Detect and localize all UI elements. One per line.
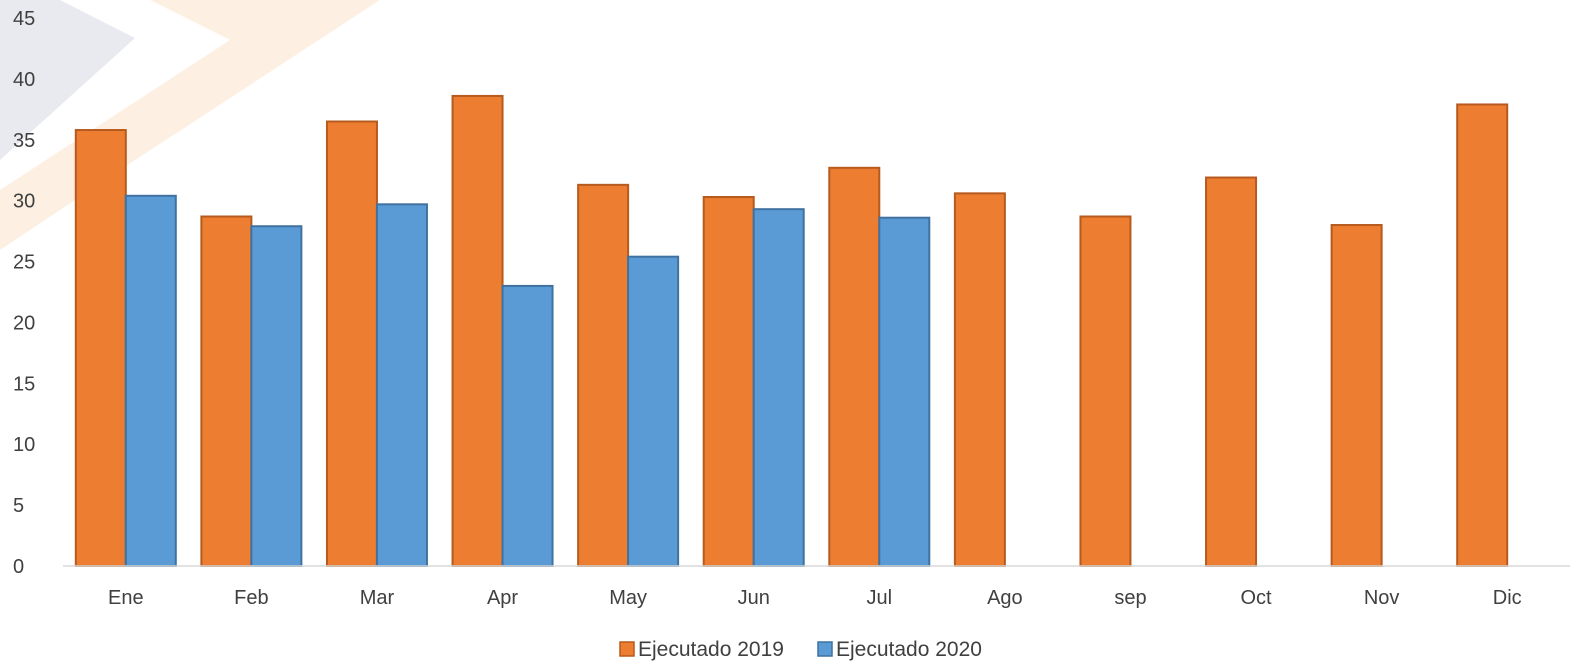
x-tick-label: Apr — [487, 587, 518, 609]
bar-ejecutado-2020-may — [627, 255, 680, 567]
x-tick-label: Jun — [738, 587, 770, 609]
y-tick-label: 40 — [13, 69, 35, 91]
bar-ejecutado-2019-apr — [451, 94, 504, 567]
x-tick-label: Nov — [1364, 587, 1400, 609]
bar-ejecutado-2019-jun — [702, 196, 755, 567]
y-tick-label: 35 — [13, 130, 35, 152]
bar-ejecutado-2019-mar — [325, 120, 378, 567]
legend-swatch — [619, 641, 635, 657]
bar-ejecutado-2019-ene — [74, 129, 127, 567]
bar-ejecutado-2020-apr — [501, 284, 554, 567]
y-axis: 0 5 10 15 20 25 30 35 40 45 — [13, 8, 35, 578]
x-tick-label: Mar — [360, 587, 395, 609]
legend-label: Ejecutado 2020 — [836, 638, 982, 661]
bars-group — [74, 94, 1509, 568]
y-tick-label: 30 — [13, 191, 35, 213]
y-tick-label: 20 — [13, 312, 35, 334]
legend-label: Ejecutado 2019 — [638, 638, 784, 661]
y-tick-label: 15 — [13, 373, 35, 395]
bar-ejecutado-2020-ene — [124, 194, 177, 567]
legend-swatch — [817, 641, 833, 657]
bar-ejecutado-2019-sep — [1079, 215, 1132, 567]
bar-ejecutado-2019-dic — [1456, 103, 1509, 567]
bar-ejecutado-2019-nov — [1330, 224, 1383, 567]
bar-ejecutado-2020-jun — [752, 208, 805, 568]
x-tick-label: Ene — [108, 587, 144, 609]
y-tick-label: 25 — [13, 252, 35, 274]
bar-ejecutado-2019-jul — [828, 166, 881, 568]
bar-ejecutado-2019-feb — [200, 215, 253, 567]
bar-ejecutado-2019-may — [577, 183, 630, 568]
x-tick-label: Ago — [987, 587, 1023, 609]
bar-ejecutado-2019-ago — [953, 192, 1006, 568]
y-tick-label: 10 — [13, 434, 35, 456]
background-watermark — [0, 0, 380, 250]
x-axis: Ene Feb Mar Apr May Jun Jul Ago sep Oct Nov Dic — [108, 587, 1522, 609]
bar-ejecutado-2020-feb — [250, 225, 303, 568]
bar-ejecutado-2020-mar — [375, 203, 428, 567]
y-tick-label: 45 — [13, 8, 35, 30]
bar-ejecutado-2019-oct — [1205, 176, 1258, 567]
x-tick-label: Oct — [1240, 587, 1272, 609]
x-tick-label: Dic — [1493, 587, 1522, 609]
gray-chevron-shape — [0, 0, 135, 160]
y-tick-label: 0 — [13, 556, 24, 578]
legend: Ejecutado 2019 Ejecutado 2020 — [619, 638, 982, 661]
x-tick-label: May — [609, 587, 647, 609]
x-tick-label: Jul — [867, 587, 893, 609]
x-tick-label: sep — [1114, 587, 1146, 609]
bar-ejecutado-2020-jul — [878, 216, 931, 568]
y-tick-label: 5 — [13, 495, 24, 517]
x-tick-label: Feb — [234, 587, 268, 609]
